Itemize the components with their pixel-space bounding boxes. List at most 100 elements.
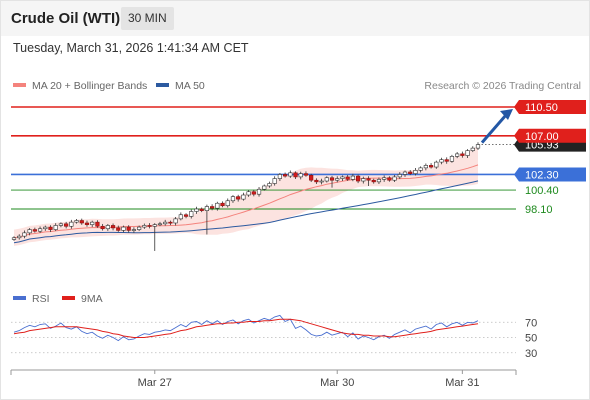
candle-body-up <box>157 223 163 226</box>
rsi-tick-30: 30 <box>525 348 537 360</box>
candle-body-up <box>215 202 220 209</box>
candle <box>105 223 110 231</box>
candle <box>32 227 37 233</box>
candle-body-down <box>460 153 465 156</box>
candle <box>199 207 204 213</box>
rsi-tick-70: 70 <box>525 317 537 329</box>
candle <box>142 223 147 229</box>
candle-body-down <box>355 175 361 182</box>
candle-body-up <box>277 174 282 179</box>
candle-body-down <box>314 179 319 183</box>
ma20-swatch <box>13 83 26 88</box>
candle-body-up <box>225 200 230 207</box>
candle-body-down <box>116 227 121 231</box>
ma50-line <box>13 180 479 244</box>
candle <box>183 213 189 219</box>
candle-body-up <box>324 177 329 182</box>
level-label-102.30-bg <box>514 167 586 182</box>
bollinger-band-area <box>14 145 478 246</box>
candle <box>241 192 246 201</box>
candle-body-up <box>246 191 251 196</box>
candle <box>439 157 444 165</box>
candle-body-down <box>220 202 225 207</box>
candle-body-up <box>204 206 209 211</box>
candle-body-down <box>84 222 90 225</box>
legend-rsi: RSI <box>13 293 50 305</box>
candle-body-up <box>434 161 439 168</box>
candle <box>220 201 225 208</box>
level-label-102.30-text: 102.30 <box>525 169 559 181</box>
candle-body-up <box>298 173 303 178</box>
candle <box>366 176 371 186</box>
candle-body-up <box>178 214 183 220</box>
legend-ma50: MA 50 <box>156 80 205 92</box>
candle-body-down <box>251 191 256 195</box>
candle-body-up <box>335 178 340 181</box>
candle-body-up <box>418 167 423 171</box>
candle-body-down <box>32 229 37 232</box>
candle-body-up <box>27 229 32 234</box>
candle <box>147 223 152 229</box>
candle <box>246 190 251 197</box>
candle-body-up <box>152 224 157 227</box>
candles-layer <box>11 142 481 251</box>
rsi-panel: 70 50 30 <box>11 314 537 360</box>
candle <box>335 176 340 183</box>
candle <box>345 175 350 181</box>
candle <box>329 175 335 188</box>
candle <box>157 221 163 227</box>
level-label-107.00-bg <box>514 128 586 143</box>
candle-body-down <box>236 196 241 200</box>
timeframe-button[interactable]: 30 MIN <box>121 7 174 30</box>
source-credit: Research © 2026 Trading Central <box>424 80 581 92</box>
candle <box>69 219 74 229</box>
bollinger-band-layer <box>14 145 478 246</box>
candle <box>293 171 298 180</box>
legend-rsi-label: RSI <box>32 293 50 305</box>
legend-rsi-ma-label: 9MA <box>81 293 103 305</box>
candle <box>22 230 27 239</box>
candle <box>110 223 116 231</box>
candle <box>43 225 48 231</box>
candle <box>277 172 282 182</box>
candle <box>288 170 293 178</box>
candle <box>11 236 17 241</box>
candle <box>215 201 220 211</box>
candle-body-up <box>465 150 470 156</box>
candle-body-up <box>470 147 475 151</box>
level-label-110.50: 110.50 <box>514 100 586 114</box>
candle-body-down <box>428 165 434 168</box>
candle-body-up <box>189 211 194 217</box>
candle <box>48 225 53 233</box>
candle-body-up <box>137 226 142 230</box>
candle <box>163 219 168 226</box>
time-axis: Mar 27 Mar 30 Mar 31 <box>10 369 517 389</box>
candle-body-up <box>58 223 64 226</box>
legend-ma20-label: MA 20 + Bollinger Bands <box>32 80 148 92</box>
candle <box>58 222 64 228</box>
candle <box>397 172 402 180</box>
candle <box>371 178 376 184</box>
candle <box>189 209 194 219</box>
candle-body-down <box>147 225 152 227</box>
chart-header: Crude Oil (WTI) 30 MIN <box>0 0 590 36</box>
candle <box>350 173 355 182</box>
candle-body-up <box>22 232 27 237</box>
candle-body-down <box>48 226 53 230</box>
legend-ma50-label: MA 50 <box>175 80 205 92</box>
candle <box>53 223 58 232</box>
candle-body-down <box>444 159 449 162</box>
candle-body-up <box>194 208 199 212</box>
candle-body-up <box>163 221 168 225</box>
candle <box>434 160 439 169</box>
candle <box>262 184 267 191</box>
candle <box>449 154 455 163</box>
candle-body-up <box>173 218 178 224</box>
candle-body-down <box>366 178 371 181</box>
candle <box>64 221 69 229</box>
candle <box>303 171 309 177</box>
moving-average-layer <box>13 164 479 244</box>
candle-body-down <box>387 177 392 181</box>
